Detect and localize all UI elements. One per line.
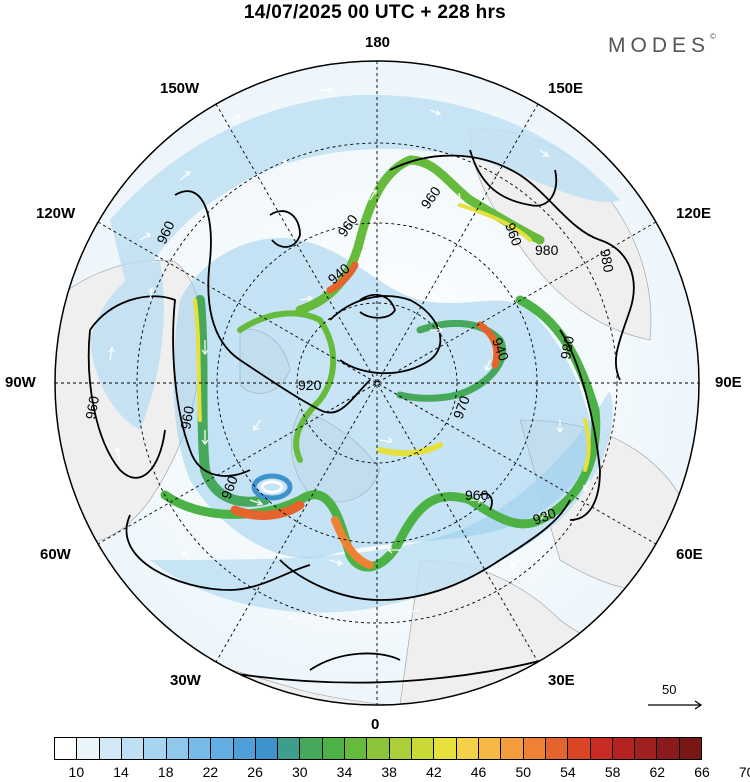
colorbar-cell [99, 738, 122, 759]
modes-logo: MODES© [608, 32, 716, 57]
colorbar-cell [55, 738, 78, 759]
lon-label-120e: 120E [676, 205, 712, 222]
colorbar-tick-label: 30 [291, 764, 308, 780]
colorbar-cell [635, 738, 658, 759]
colorbar-tick-label: 70 [738, 764, 750, 780]
colorbar-tick-label: 22 [202, 764, 219, 780]
colorbar-tick-label: 10 [68, 764, 85, 780]
lon-label-150w: 150W [160, 80, 200, 97]
colorbar-cell [412, 738, 435, 759]
colorbar-cell [144, 738, 167, 759]
lon-label-30e: 30E [548, 672, 575, 689]
colorbar-cell [590, 738, 613, 759]
colorbar-cell [679, 738, 702, 759]
contour-label: 960 [465, 487, 489, 503]
colorbar-cell [545, 738, 569, 759]
colorbar-cell [389, 738, 412, 759]
lon-label-30w: 30W [170, 672, 201, 689]
colorbar-cell [300, 738, 323, 759]
colorbar-tick-label: 18 [157, 764, 174, 780]
colorbar [54, 737, 702, 760]
colorbar-tick-label: 42 [426, 764, 442, 780]
colorbar-cell [211, 738, 234, 759]
colorbar-ticks: 10 14 18 22 26 30 34 38 42 46 50 54 58 62 66 70 [54, 764, 750, 780]
colorbar-cell [367, 738, 390, 759]
colorbar-cell [501, 738, 524, 759]
lon-label-120w: 120W [36, 205, 76, 222]
lon-label-90e: 90E [715, 374, 742, 391]
wind-reference-label: 50 [662, 682, 677, 697]
colorbar-cell [568, 738, 591, 759]
colorbar-tick-label: 62 [649, 764, 666, 780]
lon-label-0: 0 [371, 716, 380, 733]
colorbar-tick-label: 38 [381, 764, 397, 780]
contour-label-group: 960 960 960 960 960 960 960 940 940 920 … [82, 183, 617, 528]
colorbar-tick-label: 50 [515, 764, 532, 780]
contour-label: 940 [489, 336, 512, 364]
contour-label: 980 [535, 242, 559, 258]
colorbar-cell [233, 738, 256, 759]
contour-label: 960 [502, 221, 525, 249]
colorbar-cell [166, 738, 189, 759]
contour-label: 960 [177, 405, 197, 431]
contour-label: 980 [557, 335, 577, 361]
colorbar-tick-label: 14 [113, 764, 129, 780]
geopotential-contours [87, 149, 699, 684]
colorbar-tick-label: 46 [470, 764, 487, 780]
contour-label: 930 [531, 505, 559, 528]
colorbar-tick-label: 66 [694, 764, 710, 780]
colorbar-cell [255, 738, 279, 759]
wind-shading-blue [90, 94, 620, 613]
chart-title: 14/07/2025 00 UTC + 228 hrs [243, 2, 507, 23]
colorbar-cell [456, 738, 479, 759]
colorbar-cell [434, 738, 457, 759]
contour-label: 970 [450, 393, 473, 421]
colorbar-cell [121, 738, 145, 759]
colorbar-cell [612, 738, 636, 759]
lon-label-90w: 90W [5, 374, 36, 391]
colorbar-cell [278, 738, 301, 759]
map-border [54, 60, 700, 706]
colorbar-cell [77, 738, 100, 759]
colorbar-tick-label: 26 [247, 764, 263, 780]
colorbar-cell [478, 738, 502, 759]
colorbar-cell [523, 738, 546, 759]
colorbar-tick-label: 58 [604, 764, 621, 780]
wind-reference-arrow [648, 700, 703, 710]
colorbar-tick-label: 54 [560, 764, 576, 780]
lon-label-180: 180 [365, 34, 391, 51]
contour-label: 960 [82, 395, 102, 421]
lon-label-150e: 150E [548, 80, 584, 97]
polar-map: 960 960 960 960 960 960 960 940 940 920 … [54, 60, 703, 710]
wind-arrows [108, 86, 614, 621]
colorbar-cell [188, 738, 212, 759]
lon-label-60w: 60W [40, 546, 71, 563]
colorbar-tick-label: 34 [336, 764, 353, 780]
contour-label: 960 [218, 473, 241, 501]
colorbar-cell [345, 738, 368, 759]
colorbar-cell [322, 738, 346, 759]
lon-label-60e: 60E [676, 546, 703, 563]
cyclone-ring [251, 473, 293, 501]
colorbar-cell [657, 738, 680, 759]
contour-label: 980 [597, 248, 617, 274]
contour-label: 920 [298, 377, 322, 393]
